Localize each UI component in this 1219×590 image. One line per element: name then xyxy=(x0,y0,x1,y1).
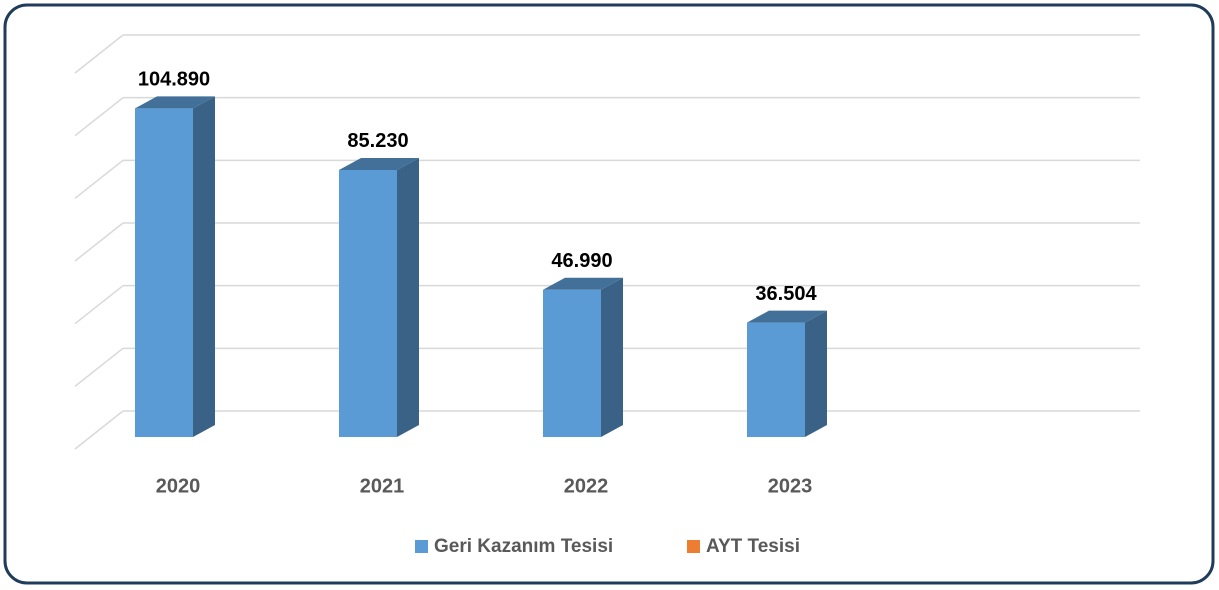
grid-line-side xyxy=(74,410,124,450)
data-label: 46.990 xyxy=(551,250,612,272)
bar-front xyxy=(747,322,805,437)
bar xyxy=(339,157,419,438)
grid-line-side xyxy=(74,34,124,74)
bar xyxy=(135,96,215,437)
data-label: 36.504 xyxy=(755,283,817,305)
grid-line-side xyxy=(74,159,124,199)
bar xyxy=(543,277,623,437)
bar-front xyxy=(135,108,193,437)
grid-line-side xyxy=(74,285,124,325)
grid-line-side xyxy=(74,222,124,262)
bar-side xyxy=(397,157,419,438)
data-label: 85.230 xyxy=(347,130,408,152)
grid-line-side xyxy=(74,97,124,137)
bar-side xyxy=(805,310,827,437)
bar-top xyxy=(135,96,215,109)
bar-front xyxy=(339,169,397,438)
data-label: 104.890 xyxy=(138,69,210,91)
bar xyxy=(747,310,827,437)
bar-top xyxy=(339,157,419,170)
x-tick-label: 2020 xyxy=(156,475,201,497)
grid-line-side xyxy=(74,347,124,387)
legend-swatch xyxy=(415,540,428,553)
bar-side xyxy=(601,277,623,437)
legend-label: Geri Kazanım Tesisi xyxy=(434,536,613,557)
x-tick-label: 2021 xyxy=(360,475,405,497)
bar-top xyxy=(543,277,623,290)
bar-front xyxy=(543,289,601,437)
legend-label: AYT Tesisi xyxy=(706,536,800,557)
legend-swatch xyxy=(687,540,700,553)
x-tick-label: 2022 xyxy=(564,475,609,497)
bar-top xyxy=(747,310,827,323)
bar-side xyxy=(193,96,215,437)
x-tick-label: 2023 xyxy=(768,475,813,497)
